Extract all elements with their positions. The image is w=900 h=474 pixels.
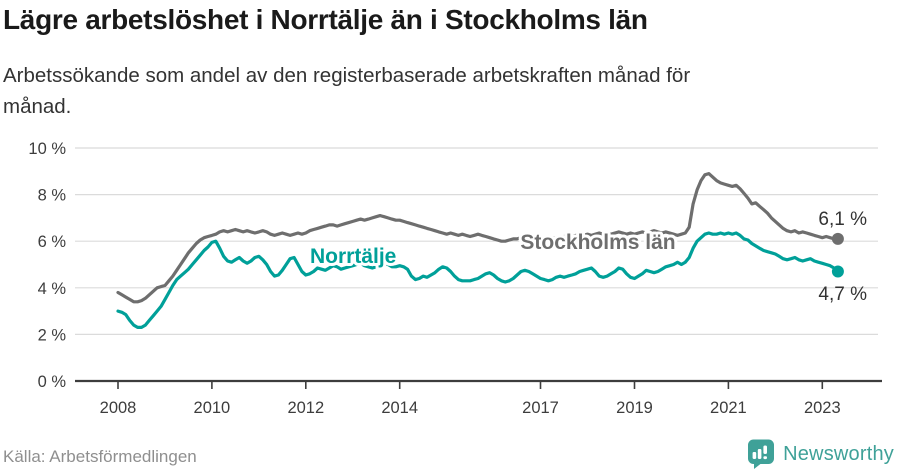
series-end-dot-norrt-lje [831,265,844,278]
chart-subtitle: Arbetssökande som andel av den registerb… [3,64,691,118]
chart-title: Lägre arbetslöshet i Norrtälje än i Stoc… [3,4,648,35]
y-axis-tick-label: 10 % [28,140,66,158]
x-axis-tick-label: 2014 [381,399,418,417]
series-line-norrt-lje [116,231,840,329]
newsworthy-speech-bubble-bar-chart-icon [748,439,775,469]
series-inline-label-stockholms-l-n: Stockholms län [520,231,675,254]
newsworthy-wordmark: Newsworthy [783,442,894,465]
y-axis-tick-label: 4 % [38,280,67,298]
x-axis-tick-label: 2008 [100,399,137,417]
x-axis-tick-label: 2023 [804,399,841,417]
newsworthy-logo-link[interactable]: Newsworthy [747,439,894,469]
series-end-dot-stockholms-l-n [831,232,844,245]
y-axis-tick-label: 2 % [38,326,67,344]
end-value-annotation-norrt-lje: 4,7 % [818,284,867,305]
y-axis-tick-label: 0 % [38,373,67,391]
series-line-stockholms-l-n [116,172,840,304]
x-axis-tick-label: 2019 [616,399,653,417]
y-axis-tick-label: 6 % [38,233,67,251]
series-inline-label-norrt-lje: Norrtälje [310,245,396,268]
x-axis-tick-label: 2010 [194,399,231,417]
y-axis-tick-label: 8 % [38,187,67,205]
source-credit: Källa: Arbetsförmedlingen [3,447,197,466]
x-axis-tick-label: 2017 [522,399,559,417]
x-axis-tick-label: 2021 [710,399,747,417]
end-value-annotation-stockholms-l-n: 6,1 % [818,209,867,230]
x-axis-tick-label: 2012 [287,399,324,417]
